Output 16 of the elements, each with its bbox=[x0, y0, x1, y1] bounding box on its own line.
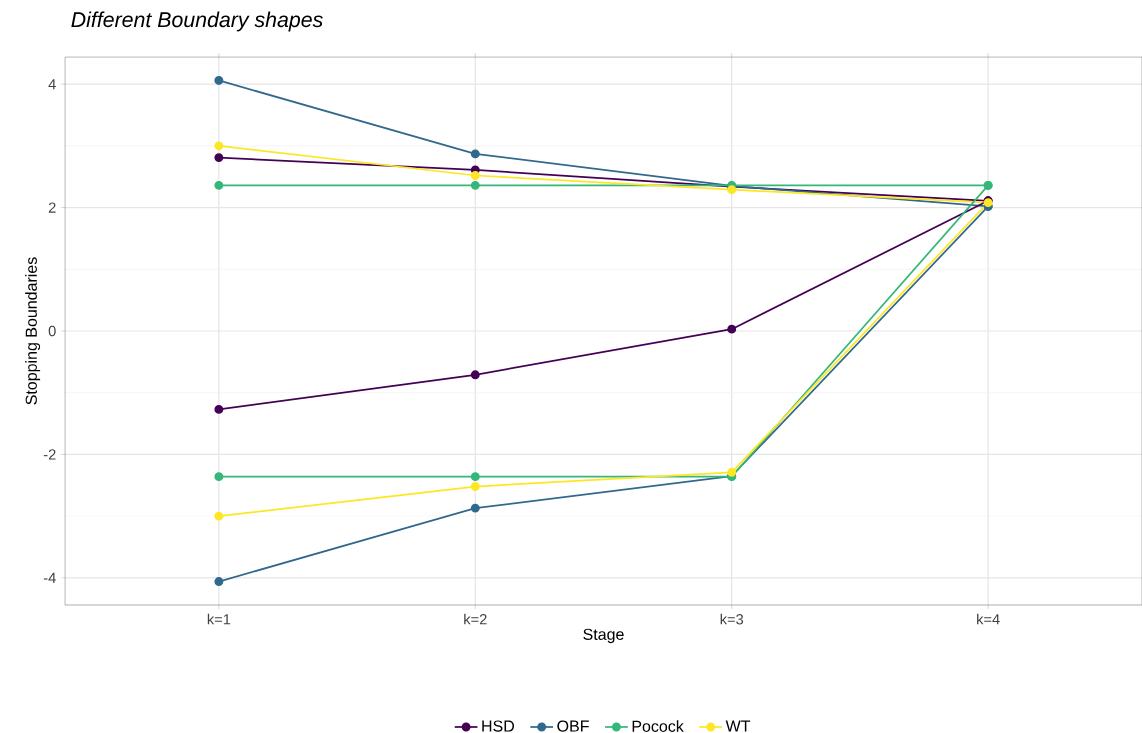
y-tick-label: 2 bbox=[48, 202, 56, 213]
x-tick-label: k=4 bbox=[977, 613, 1000, 625]
x-tick-label: k=2 bbox=[464, 613, 487, 625]
legend-label: HSD bbox=[482, 720, 515, 732]
x-tick-label: k=1 bbox=[207, 613, 231, 625]
legend-label: OBF bbox=[557, 720, 589, 732]
y-tick-label: -2 bbox=[43, 449, 56, 460]
legend-label: WT bbox=[725, 720, 751, 732]
y-tick-label: -4 bbox=[43, 572, 56, 583]
y-tick-label: 0 bbox=[48, 325, 56, 337]
y-tick-label: 4 bbox=[48, 79, 56, 90]
y-axis-title: Stopping Boundaries bbox=[25, 257, 41, 405]
x-tick-label: k=3 bbox=[720, 613, 744, 625]
chart-title: Different Boundary shapes bbox=[71, 11, 323, 32]
x-axis-title: Stage bbox=[583, 628, 624, 644]
legend-label: Pocock bbox=[632, 720, 684, 732]
